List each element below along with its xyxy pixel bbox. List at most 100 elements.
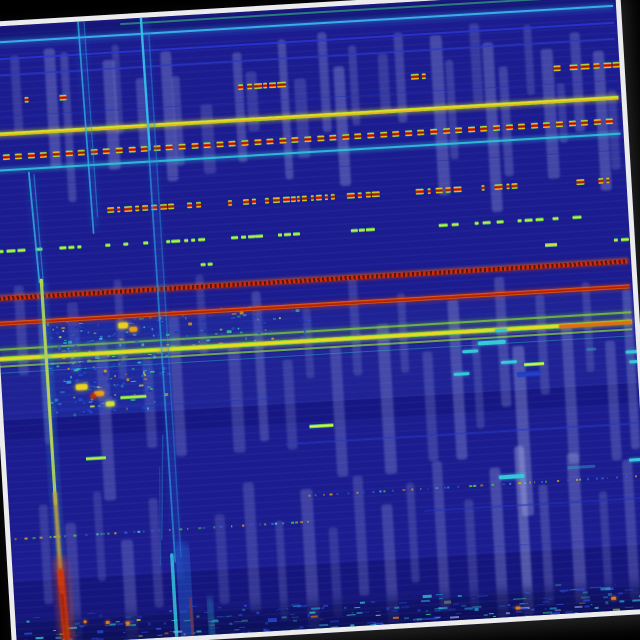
dot <box>382 490 386 492</box>
dot <box>168 529 171 531</box>
dot <box>281 522 285 524</box>
ticker-dash <box>606 117 614 125</box>
burst-dash <box>77 245 82 249</box>
dot <box>32 537 36 539</box>
ticker-dash <box>455 126 463 134</box>
bottom-band-speck <box>457 595 463 597</box>
noise-speck <box>58 347 61 351</box>
bottom-band-speck <box>55 633 59 636</box>
bottom-band-speck <box>512 621 519 624</box>
burst-dash <box>227 199 233 207</box>
noise-speck <box>102 372 108 376</box>
interference-streak <box>135 77 150 149</box>
dot <box>124 531 127 534</box>
bottom-band-speck <box>256 611 260 614</box>
noise-speck <box>141 406 147 410</box>
noise-speck <box>272 318 277 320</box>
bottom-band-speck <box>344 606 347 609</box>
burst-dash <box>183 238 189 243</box>
carrier-line <box>0 38 616 78</box>
burst-dash <box>107 206 115 214</box>
bottom-band-speck <box>392 609 398 613</box>
bottom-band-speck <box>226 615 232 618</box>
burst-dash <box>438 223 449 228</box>
interference-streak <box>317 31 332 133</box>
bottom-band-speck <box>542 597 548 600</box>
bottom-band-speck <box>138 634 143 637</box>
noise-speck <box>97 405 101 407</box>
dot <box>606 476 609 479</box>
bottom-band-speck <box>511 617 516 620</box>
interference-streak <box>92 491 107 582</box>
burst-dash <box>134 205 140 212</box>
noise-speck <box>142 325 146 329</box>
burst-dash <box>598 177 604 185</box>
burst-dash <box>580 63 591 70</box>
ticker-dash <box>568 120 576 127</box>
dot <box>575 478 578 481</box>
burst-dash <box>511 182 518 190</box>
noise-speck <box>72 413 77 417</box>
noise-speck <box>87 331 90 334</box>
bottom-band-speck <box>351 611 354 614</box>
ticker-dash <box>304 135 312 143</box>
noise-speck <box>49 372 54 375</box>
bottom-band-speck <box>290 613 295 615</box>
bottom-band-speck <box>445 623 449 626</box>
burst-dash <box>506 183 510 190</box>
bottom-band-speck <box>196 630 202 634</box>
burst-dash <box>197 237 205 242</box>
ticker-dash <box>429 128 438 136</box>
bottom-band-speck <box>163 622 167 625</box>
bottom-band-speck <box>265 622 269 625</box>
noise-speck <box>75 325 81 329</box>
bottom-band-speck <box>356 611 363 614</box>
bottom-band-speck <box>536 616 547 619</box>
ticker-dash <box>266 137 274 145</box>
drifting-trace <box>28 176 45 288</box>
noise-speck <box>291 309 294 313</box>
bottom-band-speck <box>123 638 126 640</box>
burst-dash <box>263 82 268 89</box>
bottom-band-speck <box>471 597 475 600</box>
dot <box>371 490 375 493</box>
noise-speck <box>117 376 123 378</box>
bottom-band-speck <box>561 590 565 593</box>
dot <box>186 527 189 530</box>
dot <box>447 486 450 489</box>
noise-speck <box>116 384 119 386</box>
dot <box>411 488 414 491</box>
noise-speck <box>60 390 66 393</box>
bottom-band-speck <box>273 633 281 635</box>
burst-dash <box>296 195 301 202</box>
dot <box>523 481 527 484</box>
bottom-band-speck <box>380 629 390 632</box>
ticker-dash <box>77 149 86 157</box>
bottom-band-speck <box>321 607 325 610</box>
noise-speck <box>121 384 124 388</box>
noise-speck <box>147 372 150 375</box>
drifting-trace <box>83 20 99 218</box>
noise-speck <box>142 367 146 371</box>
bottom-band-speck <box>164 632 169 635</box>
bottom-band-speck <box>359 601 365 604</box>
noise-speck <box>119 338 125 341</box>
burst-dash <box>143 241 149 245</box>
dot <box>241 524 244 527</box>
ticker-dash <box>354 132 362 140</box>
bottom-band-speck <box>523 614 532 617</box>
dot <box>379 490 382 493</box>
bottom-band-speck <box>191 636 196 639</box>
dot <box>306 520 310 523</box>
noise-speck <box>239 325 244 328</box>
noise-speck <box>138 384 144 387</box>
bottom-band-speck <box>276 609 279 612</box>
dot <box>402 489 406 491</box>
ticker-dash <box>40 151 48 159</box>
dot <box>615 476 619 479</box>
bottom-band-speck <box>444 600 452 604</box>
burst-dash <box>123 205 133 213</box>
drifting-trace <box>33 173 45 287</box>
dot <box>213 526 216 528</box>
burst-dash <box>613 238 619 242</box>
